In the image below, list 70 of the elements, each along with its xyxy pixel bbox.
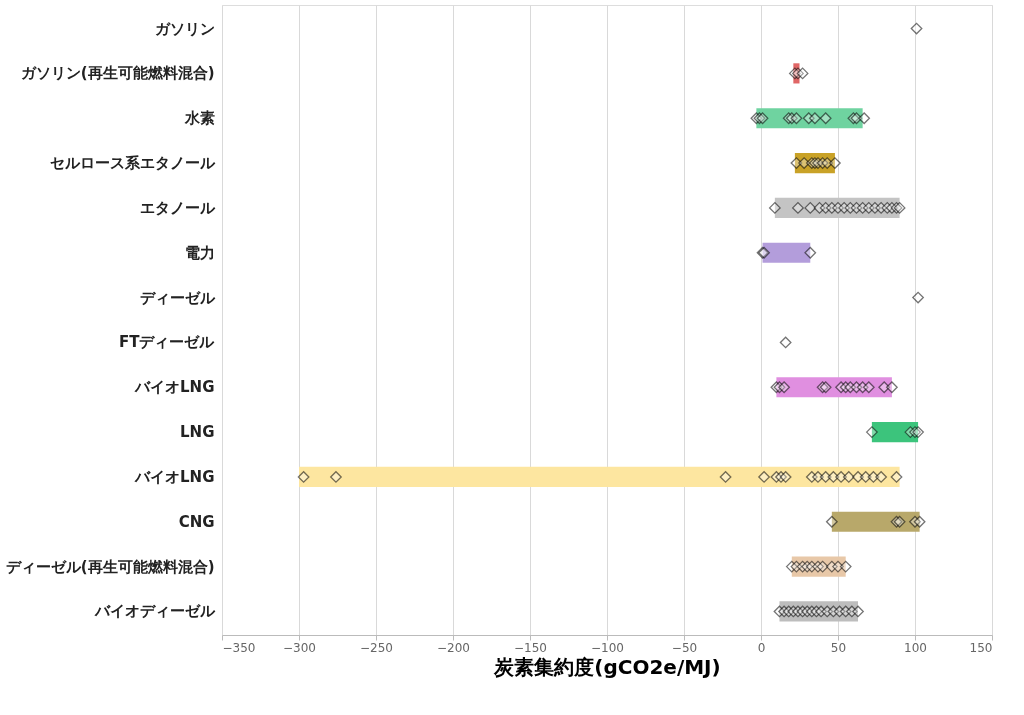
bar bbox=[871, 422, 919, 443]
y-tick-label: バイオディーゼル bbox=[93, 602, 216, 621]
y-tick-label: 電力 bbox=[184, 243, 215, 262]
point bbox=[792, 202, 804, 214]
bar bbox=[779, 601, 859, 622]
point bbox=[890, 471, 903, 483]
y-tick-label: 水素 bbox=[183, 109, 215, 128]
x-axis-title: 炭素集約度(gCO2e/MJ) bbox=[493, 654, 721, 679]
point bbox=[825, 515, 838, 528]
x-tick-label: 150 bbox=[969, 640, 993, 655]
x-tick-label: 100 bbox=[904, 640, 927, 655]
point bbox=[804, 202, 817, 214]
y-tick-label: バイオLNG bbox=[134, 467, 215, 486]
point bbox=[835, 471, 847, 483]
point bbox=[886, 381, 898, 394]
point bbox=[862, 381, 875, 394]
bar bbox=[776, 377, 892, 398]
point bbox=[779, 336, 792, 349]
point bbox=[912, 291, 924, 304]
point bbox=[768, 202, 781, 214]
point bbox=[910, 22, 923, 35]
y-tick-label: ガソリン(再生可能燃料混合) bbox=[20, 64, 215, 83]
y-tick-label: バイオLNG bbox=[134, 378, 215, 397]
point bbox=[809, 112, 821, 125]
point bbox=[875, 471, 888, 483]
point bbox=[852, 605, 864, 618]
point bbox=[829, 157, 841, 169]
point bbox=[779, 471, 792, 483]
y-tick-label: FTディーゼル bbox=[119, 333, 216, 352]
bar bbox=[762, 242, 811, 263]
point bbox=[796, 67, 809, 80]
bar bbox=[774, 197, 900, 218]
point bbox=[858, 112, 871, 125]
x-tick-label: −50 bbox=[671, 640, 698, 655]
bar bbox=[791, 556, 846, 577]
point bbox=[819, 112, 832, 125]
point bbox=[842, 471, 855, 483]
bar bbox=[299, 466, 900, 488]
y-tick-label: エタノール bbox=[139, 198, 216, 217]
point bbox=[790, 112, 803, 125]
point bbox=[865, 426, 878, 438]
y-tick-label: ディーゼル(再生可能燃料混合) bbox=[5, 557, 215, 576]
point bbox=[913, 515, 926, 528]
point bbox=[778, 381, 790, 394]
point bbox=[719, 471, 732, 483]
y-tick-label: ガソリン bbox=[154, 19, 215, 38]
x-tick-label: −300 bbox=[283, 640, 316, 655]
bar bbox=[756, 108, 863, 129]
point bbox=[839, 560, 852, 573]
bar bbox=[794, 152, 835, 174]
point bbox=[758, 471, 770, 483]
bar bbox=[793, 63, 800, 84]
point bbox=[804, 246, 817, 259]
y-tick-label: セルロース系エタノール bbox=[49, 154, 216, 173]
x-tick-label: 0 bbox=[757, 640, 766, 655]
y-tick-label: ディーゼル bbox=[139, 288, 216, 307]
y-tick-label: LNG bbox=[180, 423, 215, 442]
point bbox=[816, 560, 829, 573]
bar bbox=[831, 511, 920, 532]
x-tick-label: −100 bbox=[591, 640, 624, 655]
x-tick-label: −250 bbox=[360, 640, 393, 655]
point bbox=[852, 471, 864, 483]
point bbox=[330, 471, 342, 483]
x-tick-label: −200 bbox=[437, 640, 470, 655]
point bbox=[297, 471, 310, 483]
x-tick-label: −350 bbox=[222, 640, 256, 655]
x-tick-label: 50 bbox=[830, 640, 847, 655]
x-tick-label: −150 bbox=[514, 640, 547, 655]
point bbox=[812, 471, 824, 483]
y-tick-label: CNG bbox=[178, 512, 215, 531]
